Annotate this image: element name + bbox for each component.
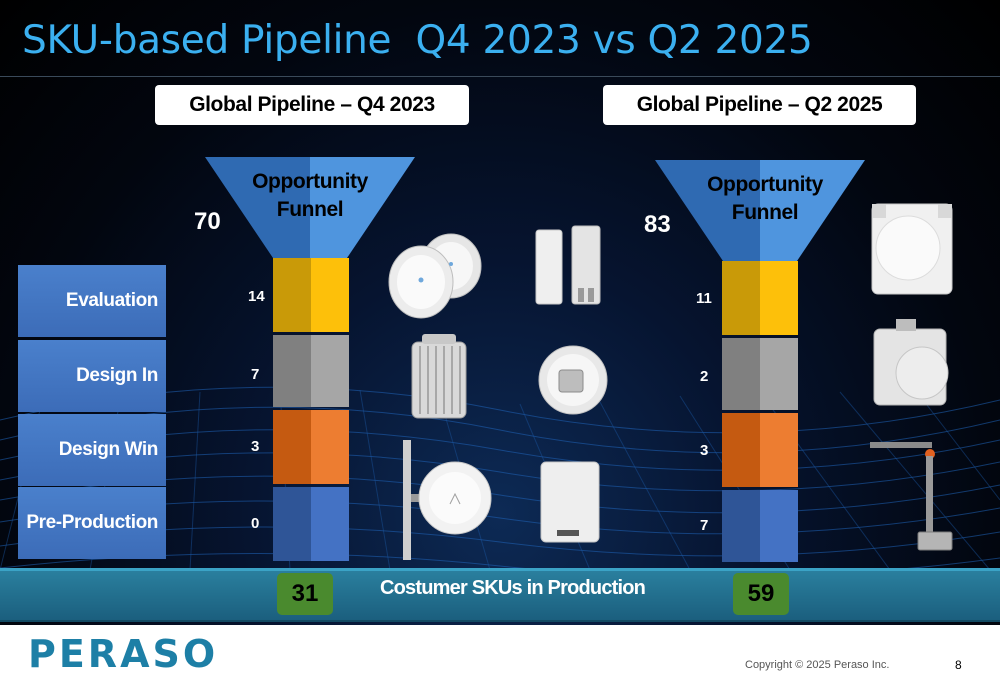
left-funnel-shape [205,157,415,258]
right-funnel-shape [655,160,865,261]
stage-label-design-in: Design In [18,340,166,412]
right-design-win-segment [722,413,798,487]
stage-label-design-win: Design Win [18,414,166,486]
left-funnel-label: Opportunity Funnel [252,170,368,221]
production-label: Costumer SKUs in Production [380,577,646,599]
left-pre-production-segment [273,487,349,561]
right-design-win-count: 3 [700,442,709,459]
copyright-notice: Copyright © 2025 Peraso Inc. [745,659,890,671]
right-design-in-segment [722,338,798,410]
left-design-win-segment [273,410,349,484]
left-opportunity-count: 70 [194,208,221,235]
stage-label-evaluation: Evaluation [18,265,166,337]
right-opportunity-count: 83 [644,211,671,238]
left-evaluation-count: 14 [248,288,265,305]
left-design-in-count: 7 [251,366,260,383]
stage-label-pre-production: Pre-Production [18,487,166,559]
peraso-logo: PERASO [28,632,219,676]
left-design-in-segment [273,335,349,407]
footer [0,625,1000,685]
left-evaluation-segment [273,258,349,332]
right-design-in-count: 2 [700,368,709,385]
slide-title: SKU-based Pipeline Q4 2023 vs Q2 2025 [22,18,813,63]
left-pre-production-count: 0 [251,515,260,532]
right-evaluation-segment [722,261,798,335]
dish-antenna-icon [388,233,482,319]
outdoor-radio-icon [535,225,601,305]
industrial-enclosure-icon [871,203,953,295]
mounting-pole-icon [870,442,953,551]
dish-antenna-icon [538,345,608,415]
outdoor-radio-icon [411,334,467,419]
production-bar [0,568,1000,622]
left-pipeline-title: Global Pipeline – Q4 2023 [155,85,469,125]
right-funnel-label: Opportunity Funnel [707,173,823,224]
left-production-count: 31 [277,573,333,615]
sector-antenna-icon [403,440,492,560]
right-production-count: 59 [733,573,789,615]
left-design-win-count: 3 [251,438,260,455]
right-evaluation-count: 11 [696,290,712,307]
page-number: 8 [955,658,962,672]
title-divider [0,76,1000,77]
right-pipeline-title: Global Pipeline – Q2 2025 [603,85,916,125]
industrial-enclosure-icon [873,319,949,406]
right-pre-production-count: 7 [700,517,709,534]
sector-antenna-icon [540,461,600,543]
right-pre-production-segment [722,490,798,562]
